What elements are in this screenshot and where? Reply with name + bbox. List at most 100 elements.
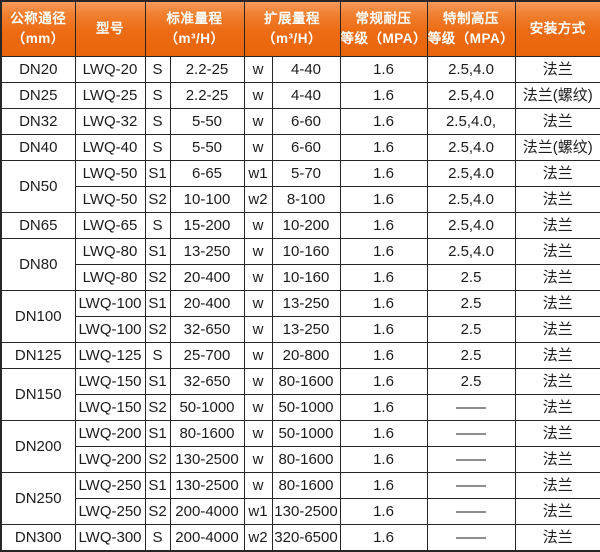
cell-extended-range: 50-1000 xyxy=(271,419,341,447)
cell-standard-range: 20-400 xyxy=(169,263,245,291)
cell-extended-range: 80-1600 xyxy=(271,471,341,499)
cell-standard-range: 20-400 xyxy=(169,289,245,317)
cell-normal-pressure: 1.6 xyxy=(339,419,428,447)
cell-ext-code: w2 xyxy=(243,185,273,213)
cell-normal-pressure: 1.6 xyxy=(339,185,428,213)
cell-ext-code: w1 xyxy=(243,497,273,525)
cell-extended-range: 4-40 xyxy=(271,81,341,109)
cell-installation: 法兰 xyxy=(514,107,600,135)
cell-extended-range: 5-70 xyxy=(271,159,341,187)
cell-installation: 法兰 xyxy=(514,55,600,83)
cell-special-pressure: 2.5 xyxy=(426,315,516,343)
cell-installation: 法兰 xyxy=(514,367,600,395)
cell-special-pressure: —— xyxy=(426,445,516,473)
cell-installation: 法兰 xyxy=(514,211,600,239)
cell-normal-pressure: 1.6 xyxy=(339,341,428,369)
cell-special-pressure: 2.5,4.0, xyxy=(426,107,516,135)
table-row: DN80 LWQ-80 S1 13-250 w 10-160 1.6 2.5,4… xyxy=(0,237,600,291)
cell-normal-pressure: 1.6 xyxy=(339,471,428,499)
cell-installation: 法兰 xyxy=(514,497,600,525)
cell-model: LWQ-100 xyxy=(74,315,146,343)
cell-range-code: S xyxy=(144,341,171,369)
cell-dn: DN100 xyxy=(0,289,76,343)
cell-extended-range: 320-6500 xyxy=(271,523,341,551)
cell-installation: 法兰 xyxy=(514,159,600,187)
cell-range-code: S xyxy=(144,55,171,83)
cell-normal-pressure: 1.6 xyxy=(339,497,428,525)
cell-dn: DN65 xyxy=(0,211,76,239)
table-row: DN200 LWQ-200 S1 80-1600 w 50-1000 1.6 —… xyxy=(0,419,600,473)
cell-special-pressure: 2.5 xyxy=(426,289,516,317)
cell-standard-range: 50-1000 xyxy=(169,393,245,421)
cell-range-code: S1 xyxy=(144,419,171,447)
cell-standard-range: 13-250 xyxy=(169,237,245,265)
cell-ext-code: w xyxy=(243,211,273,239)
cell-normal-pressure: 1.6 xyxy=(339,445,428,473)
cell-installation: 法兰 xyxy=(514,471,600,499)
cell-model: LWQ-80 xyxy=(74,237,146,265)
cell-normal-pressure: 1.6 xyxy=(339,55,428,83)
cell-standard-range: 5-50 xyxy=(169,107,245,135)
cell-dn: DN32 xyxy=(0,107,76,135)
cell-dn: DN300 xyxy=(0,523,76,551)
cell-installation: 法兰 xyxy=(514,523,600,551)
table-row: LWQ-250 S2 200-4000 w1 130-2500 1.6 —— 法… xyxy=(1,497,600,525)
cell-ext-code: w xyxy=(243,55,273,83)
table-row: DN125 LWQ-125 S 25-700 w 20-800 1.6 2.5 … xyxy=(0,341,600,369)
cell-normal-pressure: 1.6 xyxy=(339,211,428,239)
cell-range-code: S2 xyxy=(144,445,171,473)
cell-special-pressure: 2.5,4.0 xyxy=(426,185,516,213)
cell-installation: 法兰 xyxy=(514,263,600,291)
cell-range-code: S xyxy=(144,107,171,135)
cell-dn: DN125 xyxy=(0,341,76,369)
cell-model: LWQ-125 xyxy=(74,341,146,369)
table-row: LWQ-100 S2 32-650 w 13-250 1.6 2.5 法兰 xyxy=(1,315,600,343)
table-row: LWQ-150 S2 50-1000 w 50-1000 1.6 —— 法兰 xyxy=(1,393,600,421)
cell-installation: 法兰 xyxy=(514,445,600,473)
cell-range-code: S2 xyxy=(144,315,171,343)
cell-special-pressure: 2.5,4.0 xyxy=(426,159,516,187)
cell-special-pressure: 2.5,4.0 xyxy=(426,237,516,265)
table-row: DN50 LWQ-50 S1 6-65 w1 5-70 1.6 2.5,4.0 … xyxy=(0,159,600,213)
cell-installation: 法兰 xyxy=(514,237,600,265)
cell-normal-pressure: 1.6 xyxy=(339,315,428,343)
table-row: DN150 LWQ-150 S1 32-650 w 80-1600 1.6 2.… xyxy=(0,367,600,421)
cell-extended-range: 4-40 xyxy=(271,55,341,83)
cell-special-pressure: —— xyxy=(426,523,516,551)
cell-special-pressure: 2.5,4.0 xyxy=(426,55,516,83)
cell-installation: 法兰 xyxy=(514,393,600,421)
cell-ext-code: w xyxy=(243,315,273,343)
cell-special-pressure: 2.5 xyxy=(426,263,516,291)
cell-installation: 法兰 xyxy=(514,419,600,447)
cell-standard-range: 200-4000 xyxy=(169,497,245,525)
cell-range-code: S1 xyxy=(144,367,171,395)
cell-extended-range: 13-250 xyxy=(271,289,341,317)
cell-extended-range: 80-1600 xyxy=(271,445,341,473)
table-row: DN40 LWQ-40 S 5-50 w 6-60 1.6 2.5,4.0 法兰… xyxy=(0,133,600,161)
cell-range-code: S xyxy=(144,81,171,109)
cell-dn: DN80 xyxy=(0,237,76,291)
cell-special-pressure: —— xyxy=(426,497,516,525)
cell-standard-range: 10-100 xyxy=(169,185,245,213)
cell-model: LWQ-150 xyxy=(74,367,146,395)
cell-extended-range: 10-160 xyxy=(271,263,341,291)
cell-normal-pressure: 1.6 xyxy=(339,133,428,161)
cell-standard-range: 200-4000 xyxy=(169,523,245,551)
cell-extended-range: 8-100 xyxy=(271,185,341,213)
table-row: DN32 LWQ-32 S 5-50 w 6-60 1.6 2.5,4.0, 法… xyxy=(0,107,600,135)
cell-standard-range: 32-650 xyxy=(169,315,245,343)
cell-range-code: S2 xyxy=(144,497,171,525)
cell-ext-code: w xyxy=(243,107,273,135)
cell-model: LWQ-200 xyxy=(74,445,146,473)
cell-dn: DN200 xyxy=(0,419,76,473)
table-row: LWQ-200 S2 130-2500 w 80-1600 1.6 —— 法兰 xyxy=(1,445,600,473)
cell-dn: DN40 xyxy=(0,133,76,161)
table-row: DN100 LWQ-100 S1 20-400 w 13-250 1.6 2.5… xyxy=(0,289,600,343)
cell-ext-code: w xyxy=(243,419,273,447)
cell-model: LWQ-32 xyxy=(74,107,146,135)
cell-model: LWQ-20 xyxy=(74,55,146,83)
cell-standard-range: 80-1600 xyxy=(169,419,245,447)
cell-range-code: S1 xyxy=(144,237,171,265)
